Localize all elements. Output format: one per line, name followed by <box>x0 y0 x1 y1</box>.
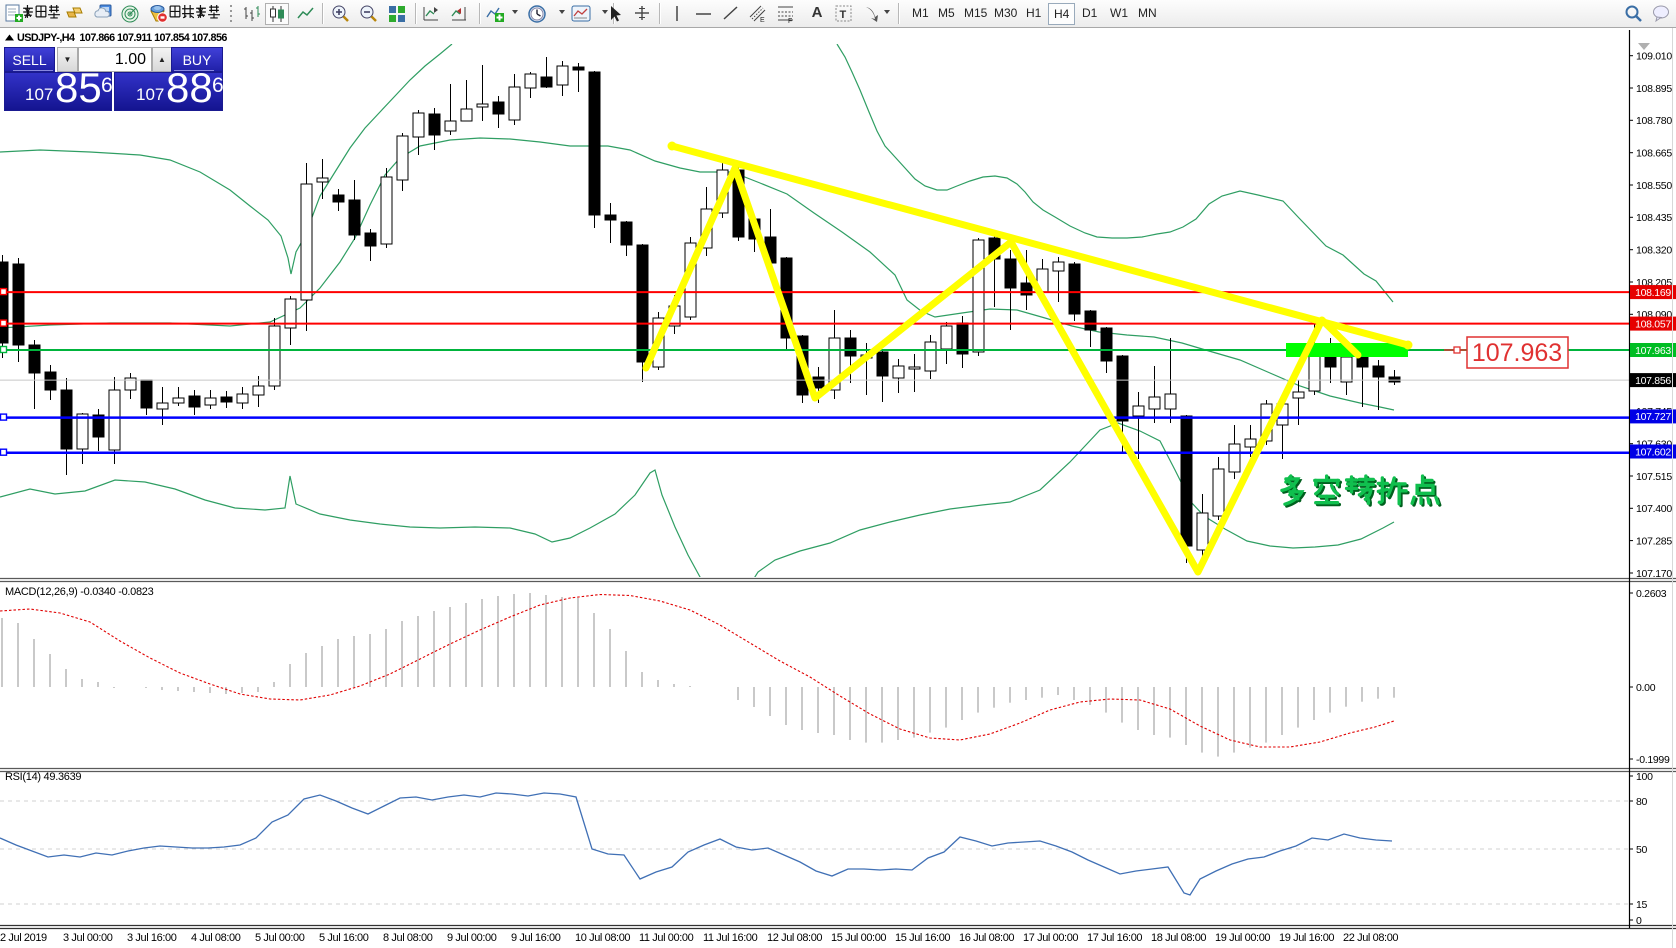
svg-text:108.320: 108.320 <box>1636 245 1672 257</box>
svg-text:3 Jul 16:00: 3 Jul 16:00 <box>127 932 177 944</box>
svg-text:RSI(14) 49.3639: RSI(14) 49.3639 <box>5 771 81 783</box>
svg-text:19 Jul 16:00: 19 Jul 16:00 <box>1279 932 1334 944</box>
svg-text:15: 15 <box>1636 899 1648 911</box>
svg-text:0: 0 <box>1636 915 1642 927</box>
svg-text:3 Jul 00:00: 3 Jul 00:00 <box>63 932 113 944</box>
svg-text:5 Jul 16:00: 5 Jul 16:00 <box>319 932 369 944</box>
svg-text:-0.1999: -0.1999 <box>1636 754 1670 766</box>
svg-text:107.963: 107.963 <box>1635 345 1671 357</box>
svg-text:0.00: 0.00 <box>1636 682 1656 694</box>
svg-text:108.057: 108.057 <box>1635 318 1671 330</box>
svg-text:18 Jul 08:00: 18 Jul 08:00 <box>1151 932 1206 944</box>
svg-text:107.170: 107.170 <box>1636 568 1672 580</box>
svg-text:T: T <box>840 9 847 21</box>
svg-text:8 Jul 08:00: 8 Jul 08:00 <box>383 932 433 944</box>
svg-text:107.515: 107.515 <box>1636 471 1672 483</box>
svg-text:107.602: 107.602 <box>1635 446 1671 458</box>
svg-text:22 Jul 08:00: 22 Jul 08:00 <box>1343 932 1398 944</box>
svg-text:5 Jul 00:00: 5 Jul 00:00 <box>255 932 305 944</box>
svg-text:109.010: 109.010 <box>1636 51 1672 63</box>
svg-text:107.285: 107.285 <box>1636 535 1672 547</box>
svg-text:9 Jul 00:00: 9 Jul 00:00 <box>447 932 497 944</box>
svg-text:4 Jul 08:00: 4 Jul 08:00 <box>191 932 241 944</box>
svg-text:15 Jul 00:00: 15 Jul 00:00 <box>831 932 886 944</box>
svg-text:17 Jul 00:00: 17 Jul 00:00 <box>1023 932 1078 944</box>
svg-text:107.856: 107.856 <box>1635 375 1671 387</box>
svg-text:108.895: 108.895 <box>1636 83 1672 95</box>
svg-text:16 Jul 08:00: 16 Jul 08:00 <box>959 932 1014 944</box>
svg-text:100: 100 <box>1636 771 1653 783</box>
svg-text:107.400: 107.400 <box>1636 503 1672 515</box>
svg-text:17 Jul 16:00: 17 Jul 16:00 <box>1087 932 1142 944</box>
svg-text:108.169: 108.169 <box>1635 287 1671 299</box>
svg-text:15 Jul 16:00: 15 Jul 16:00 <box>895 932 950 944</box>
svg-text:F: F <box>788 18 792 24</box>
svg-text:11 Jul 16:00: 11 Jul 16:00 <box>703 932 758 944</box>
svg-text:9 Jul 16:00: 9 Jul 16:00 <box>511 932 561 944</box>
svg-text:10 Jul 08:00: 10 Jul 08:00 <box>575 932 630 944</box>
svg-text:108.550: 108.550 <box>1636 180 1672 192</box>
svg-text:2 Jul 2019: 2 Jul 2019 <box>0 932 47 944</box>
svg-text:107.963: 107.963 <box>1472 339 1562 367</box>
svg-text:E: E <box>760 17 765 24</box>
svg-text:108.665: 108.665 <box>1636 148 1672 160</box>
svg-text:107.727: 107.727 <box>1635 411 1671 423</box>
svg-text:USDJPY-,H4 107.866 107.911 10: USDJPY-,H4 107.866 107.911 107.854 107.8… <box>17 32 227 44</box>
svg-text:12 Jul 08:00: 12 Jul 08:00 <box>767 932 822 944</box>
svg-text:MACD(12,26,9) -0.0340 -0.0823: MACD(12,26,9) -0.0340 -0.0823 <box>5 586 154 598</box>
svg-text:50: 50 <box>1636 844 1648 856</box>
svg-text:108.780: 108.780 <box>1636 115 1672 127</box>
svg-text:0.2603: 0.2603 <box>1636 588 1667 600</box>
svg-text:19 Jul 00:00: 19 Jul 00:00 <box>1215 932 1270 944</box>
svg-text:108.435: 108.435 <box>1636 212 1672 224</box>
svg-text:11 Jul 00:00: 11 Jul 00:00 <box>639 932 694 944</box>
svg-text:80: 80 <box>1636 796 1648 808</box>
